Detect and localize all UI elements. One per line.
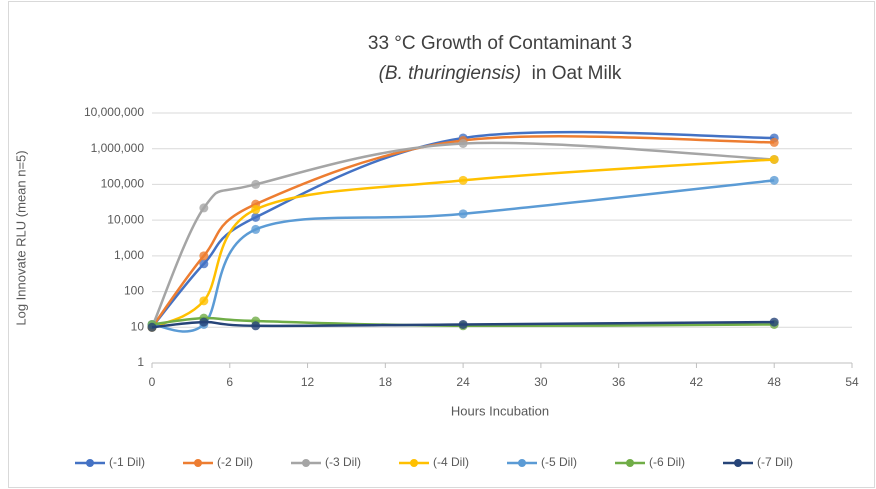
data-point: [769, 154, 779, 164]
chart-subtitle: (B. thuringiensis) in Oat Milk: [379, 63, 622, 84]
x-tick-label: 42: [690, 375, 704, 389]
y-axis-label: Log Innovate RLU (mean n=5): [13, 150, 28, 325]
legend-label: (-4 Dil): [433, 455, 469, 469]
legend-marker: [86, 459, 94, 467]
y-tick-label: 100,000: [101, 177, 145, 191]
legend-marker: [194, 459, 202, 467]
legend-label: (-2 Dil): [217, 455, 253, 469]
data-point: [769, 175, 779, 185]
subtitle-rest: in Oat Milk: [521, 63, 622, 84]
legend-label: (-1 Dil): [109, 455, 145, 469]
data-point: [458, 209, 468, 219]
chart-border: [8, 1, 875, 488]
y-tick-label: 10,000,000: [84, 105, 144, 119]
legend-marker: [410, 459, 418, 467]
x-tick-label: 12: [301, 375, 315, 389]
data-point: [199, 203, 209, 213]
chart-title: 33 °C Growth of Contaminant 3: [368, 33, 632, 54]
x-tick-label: 54: [845, 375, 859, 389]
data-point: [147, 322, 157, 332]
legend-marker: [626, 459, 634, 467]
y-tick-label: 10: [131, 319, 145, 333]
y-tick-label: 10,000: [107, 212, 144, 226]
series-line: [150, 141, 775, 328]
data-point: [251, 212, 261, 222]
data-point: [458, 138, 468, 148]
subtitle-italic: (B. thuringiensis): [379, 63, 522, 84]
y-tick-label: 100: [124, 284, 144, 298]
legend-marker: [734, 459, 742, 467]
data-point: [769, 137, 779, 147]
legend-marker: [302, 459, 310, 467]
series-line: [150, 135, 775, 329]
x-tick-label: 48: [768, 375, 782, 389]
y-tick-label: 1,000: [114, 248, 144, 262]
x-tick-label: 18: [379, 375, 393, 389]
data-point: [251, 179, 261, 189]
data-point: [458, 319, 468, 329]
legend-label: (-6 Dil): [649, 455, 685, 469]
data-point: [251, 204, 261, 214]
series-line: [151, 130, 775, 329]
legend-label: (-3 Dil): [325, 455, 361, 469]
y-tick-label: 1: [137, 355, 144, 369]
legend-marker: [518, 459, 526, 467]
x-axis-label: Hours Incubation: [451, 403, 549, 418]
x-tick-label: 24: [456, 375, 470, 389]
y-tick-label: 1,000,000: [91, 141, 145, 155]
x-tick-label: 0: [149, 375, 156, 389]
data-point: [251, 321, 261, 331]
data-point: [251, 224, 261, 234]
data-point: [199, 259, 209, 269]
data-point: [199, 296, 209, 306]
legend-label: (-7 Dil): [757, 455, 793, 469]
legend-label: (-5 Dil): [541, 455, 577, 469]
x-tick-label: 30: [534, 375, 548, 389]
data-point: [199, 317, 209, 327]
data-point: [199, 251, 209, 261]
data-point: [769, 317, 779, 327]
x-tick-label: 36: [612, 375, 626, 389]
x-tick-label: 6: [226, 375, 233, 389]
data-point: [458, 175, 468, 185]
